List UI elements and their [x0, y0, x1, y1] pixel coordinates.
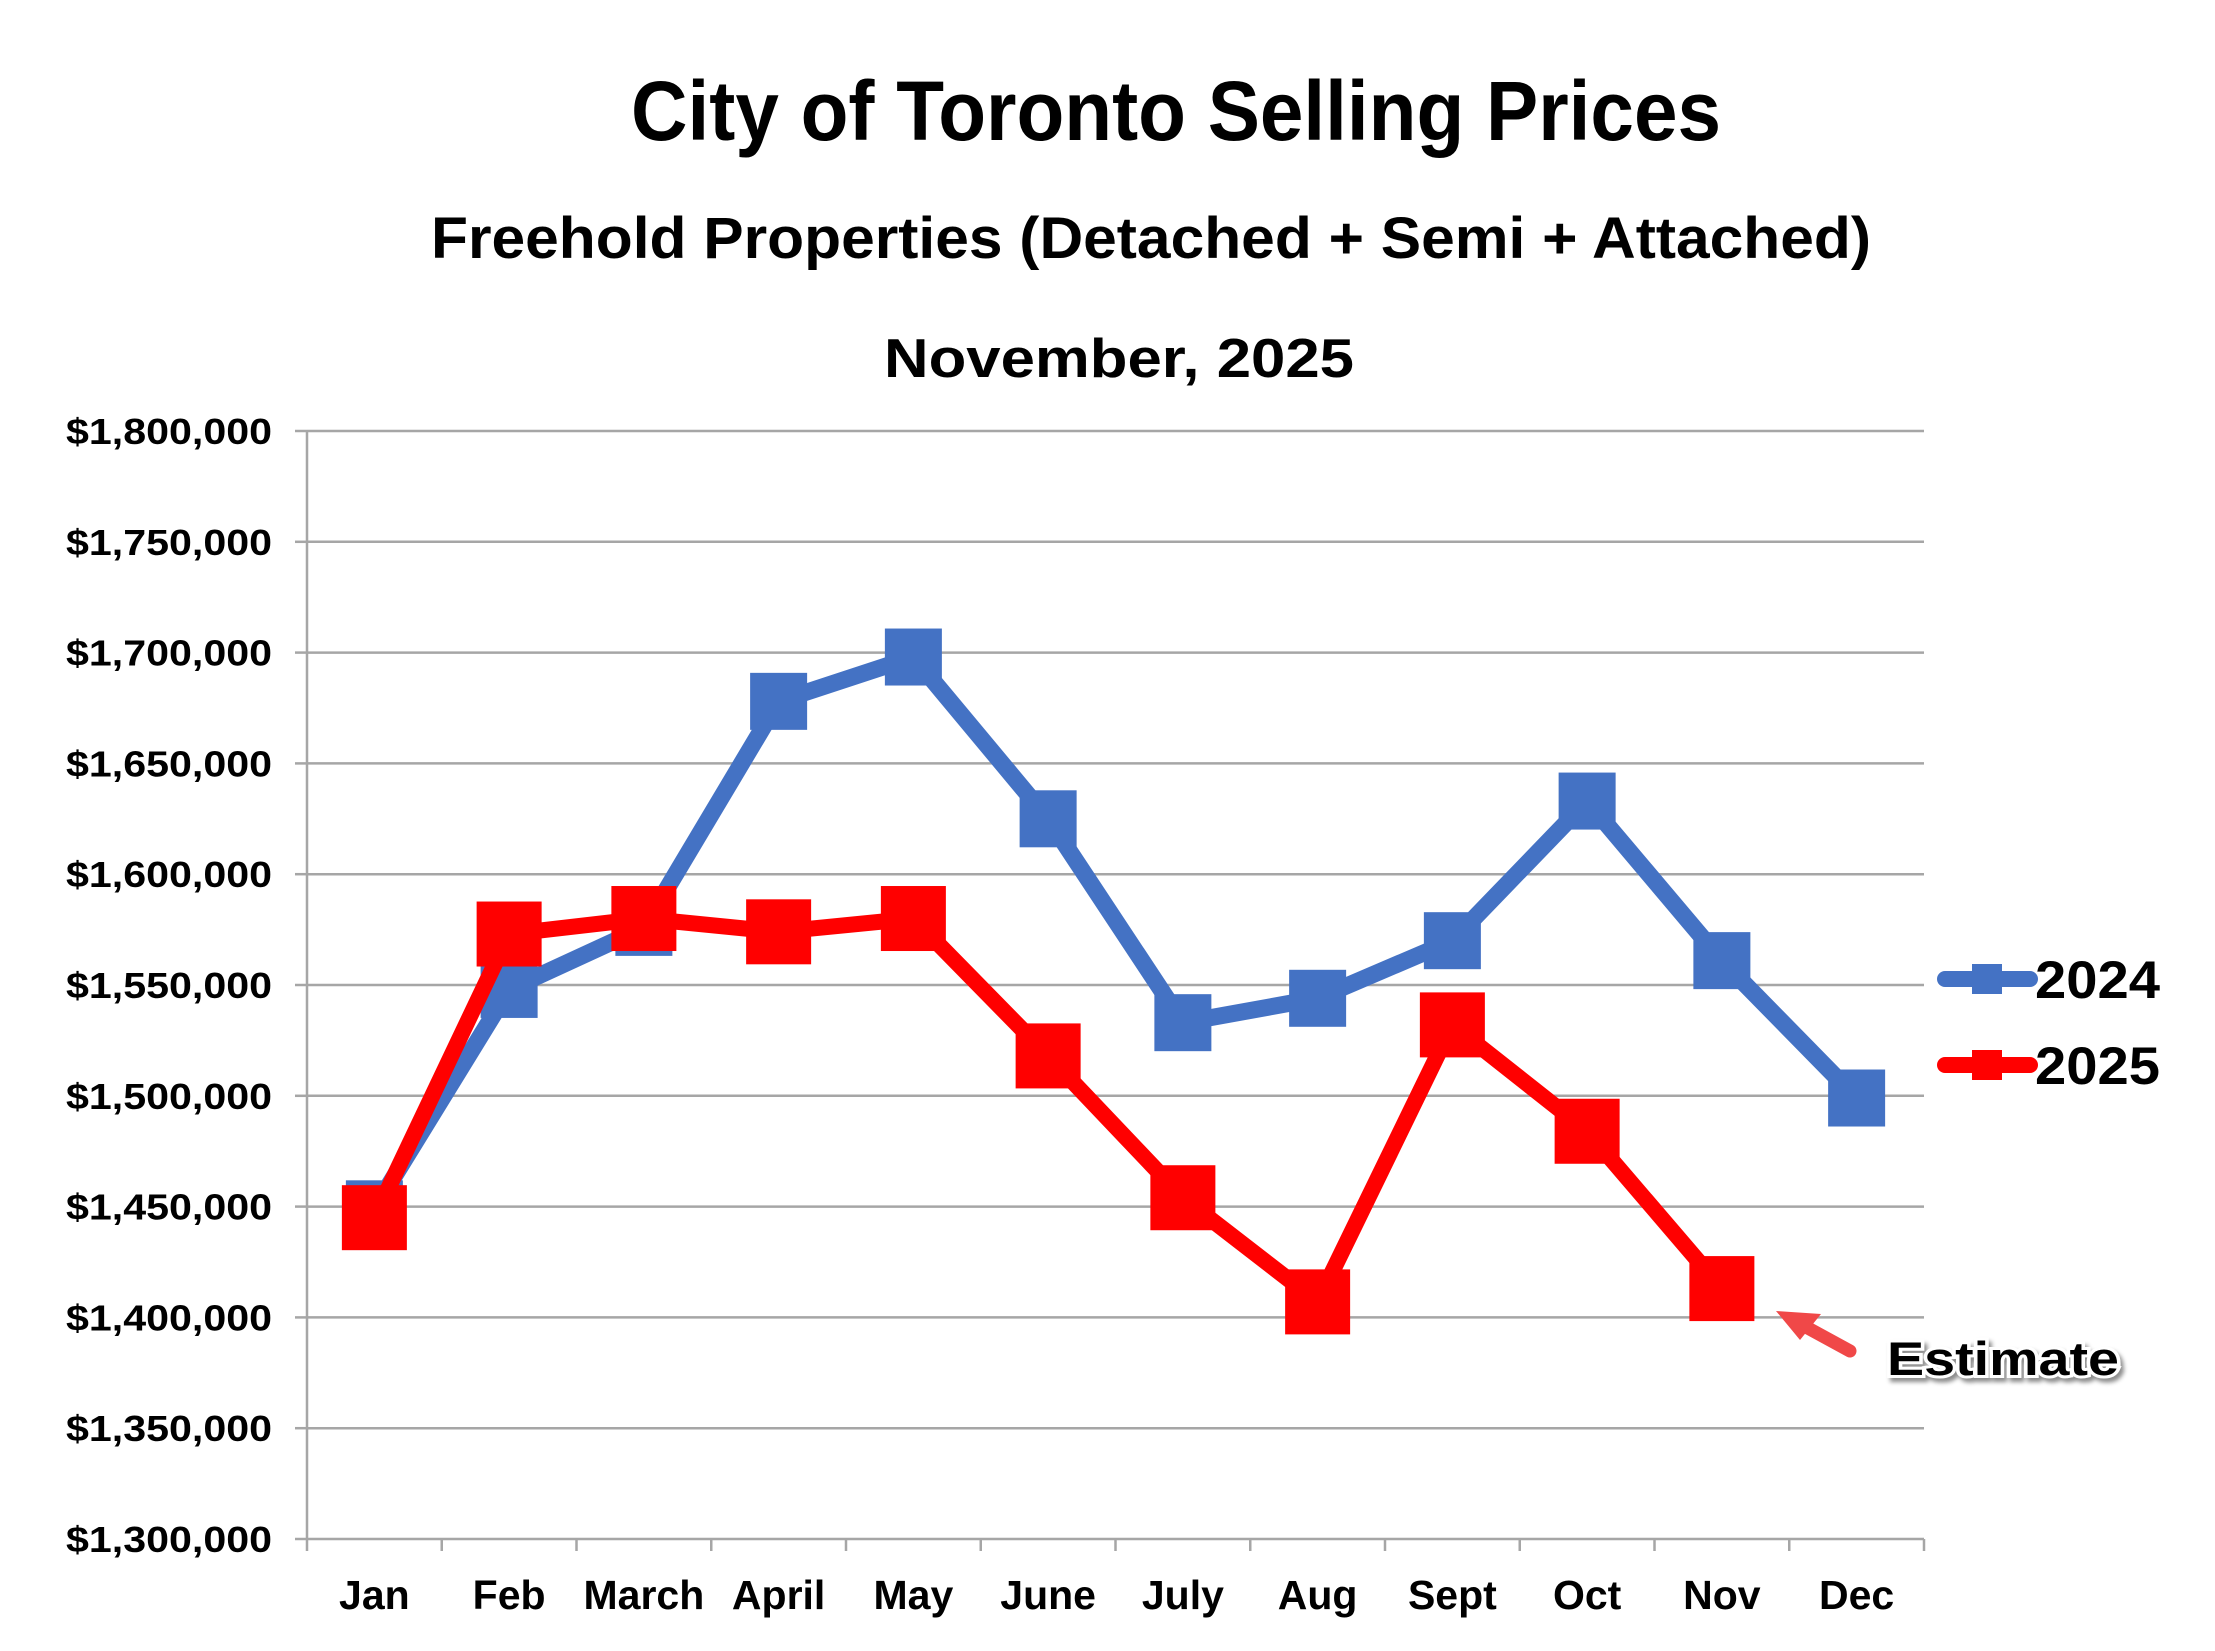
x-tick-label: Nov	[1683, 1572, 1761, 1618]
estimate-arrowhead-icon	[1776, 1311, 1821, 1340]
x-tick-label: Feb	[473, 1572, 546, 1618]
data-point-2025-July[interactable]	[1150, 1165, 1216, 1231]
data-point-2024-Dec[interactable]	[1828, 1069, 1886, 1127]
legend-marker-2024	[1972, 964, 2002, 994]
x-axis-tick-labels: Jan Feb March April May June July Aug Sept Oct Nov…	[339, 1572, 1894, 1618]
data-point-2025-April[interactable]	[746, 899, 812, 965]
y-tick-label: $1,550,000	[66, 965, 272, 1006]
legend-item-2025[interactable]: 2025	[1937, 1037, 2160, 1096]
estimate-label: Estimate	[1887, 1332, 2119, 1385]
y-tick-label: $1,450,000	[66, 1187, 272, 1228]
x-tick-label: June	[1000, 1572, 1096, 1618]
chart-title: City of Toronto Selling Prices	[631, 64, 1721, 158]
series-lines	[341, 628, 1886, 1335]
data-point-2024-Oct[interactable]	[1558, 772, 1616, 830]
y-tick-label: $1,800,000	[66, 411, 272, 452]
y-tick-label: $1,350,000	[66, 1408, 272, 1449]
estimate-annotation: Estimate	[1776, 1311, 2122, 1388]
x-tick-label: April	[732, 1572, 825, 1618]
y-tick-label: $1,700,000	[66, 633, 272, 674]
series-2024	[345, 628, 1886, 1238]
x-tick-label: Aug	[1278, 1572, 1358, 1618]
x-tick-label: March	[583, 1572, 704, 1618]
data-point-2024-May[interactable]	[884, 628, 942, 686]
series-2025	[341, 886, 1755, 1335]
chart-subtitle: Freehold Properties (Detached + Semi + A…	[431, 206, 1871, 271]
gridlines	[307, 429, 1924, 1430]
y-tick-label: $1,400,000	[66, 1297, 272, 1338]
chart-date-label: November, 2025	[884, 327, 1354, 389]
data-point-2025-Aug[interactable]	[1285, 1269, 1351, 1335]
data-point-2024-July[interactable]	[1154, 994, 1212, 1052]
legend-label-2025: 2025	[2035, 1037, 2160, 1096]
y-tick-label: $1,600,000	[66, 854, 272, 895]
data-point-2025-Oct[interactable]	[1554, 1098, 1620, 1164]
data-point-2024-Sept[interactable]	[1423, 912, 1481, 970]
x-tick-label: Oct	[1553, 1572, 1622, 1618]
x-tick-label: Dec	[1819, 1572, 1894, 1618]
data-point-2024-Aug[interactable]	[1289, 969, 1347, 1027]
data-point-2025-March[interactable]	[611, 886, 677, 952]
data-point-2025-June[interactable]	[1015, 1023, 1081, 1089]
x-tick-label: July	[1142, 1572, 1224, 1618]
data-point-2025-May[interactable]	[880, 886, 946, 952]
y-tick-label: $1,500,000	[66, 1076, 272, 1117]
data-point-2025-Nov[interactable]	[1689, 1256, 1755, 1322]
data-point-2024-June[interactable]	[1019, 790, 1077, 848]
y-axis-tick-labels: $1,300,000 $1,350,000 $1,400,000 $1,450,000…	[66, 411, 272, 1560]
data-point-2024-April[interactable]	[750, 672, 808, 730]
y-tick-label: $1,650,000	[66, 743, 272, 784]
y-tick-label: $1,750,000	[66, 522, 272, 563]
x-tick-label: Sept	[1408, 1572, 1497, 1618]
legend-item-2024[interactable]: 2024	[1937, 951, 2161, 1010]
data-point-2025-Jan[interactable]	[341, 1185, 407, 1251]
legend-marker-2025	[1972, 1050, 2002, 1080]
data-point-2025-Feb[interactable]	[476, 901, 542, 967]
y-tick-label: $1,300,000	[66, 1519, 272, 1560]
x-tick-label: Jan	[339, 1572, 410, 1618]
data-point-2025-Sept[interactable]	[1419, 992, 1485, 1058]
legend-label-2024: 2024	[2035, 951, 2161, 1010]
legend: 2024 2025	[1937, 951, 2161, 1096]
data-point-2024-Nov[interactable]	[1693, 932, 1751, 990]
axes	[295, 429, 1926, 1551]
x-tick-label: May	[873, 1572, 953, 1618]
